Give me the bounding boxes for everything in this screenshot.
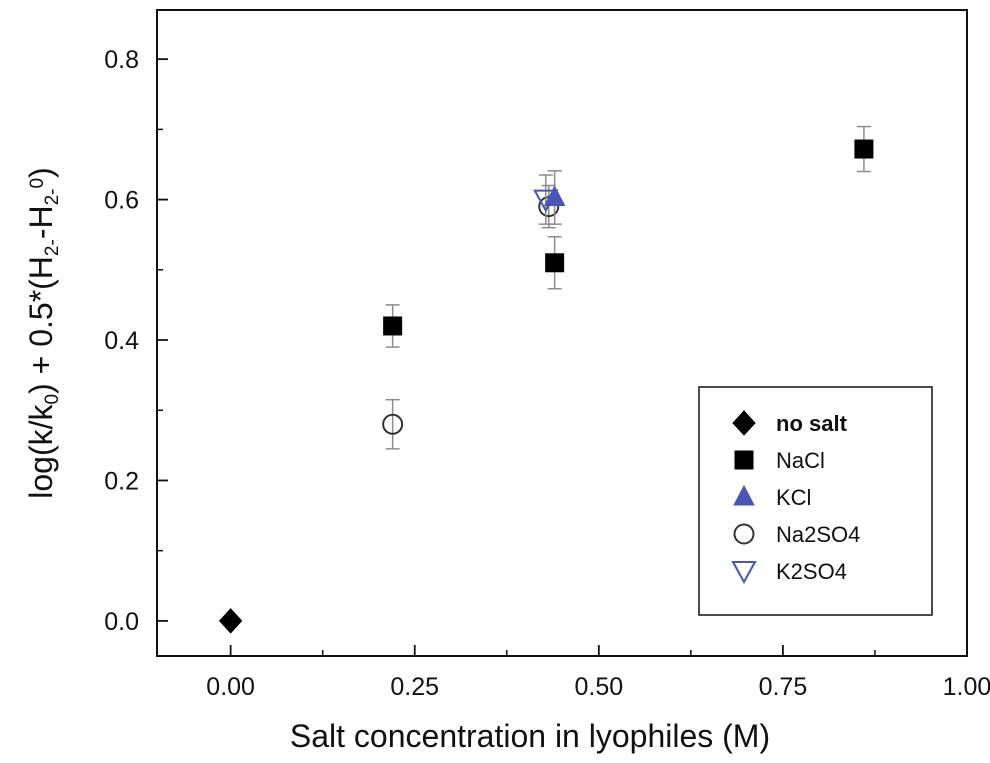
legend-marker-no-salt: [732, 410, 756, 436]
y-axis-title-part: ) + 0.5*(H: [23, 256, 59, 394]
x-tick-label: 0.75: [759, 673, 808, 701]
y-tick-label: 0.8: [104, 46, 139, 74]
legend-label-kcl: KCl: [776, 485, 811, 510]
data-points: [218, 125, 874, 634]
legend-marker-na2so4: [733, 523, 755, 545]
x-axis-title: Salt concentration in lyophiles (M): [290, 718, 770, 754]
legend-label-nacl: NaCl: [776, 448, 825, 473]
point-nacl: [383, 316, 403, 336]
y-axis-title: log(k/k0) + 0.5*(H2--H2-0): [23, 167, 63, 498]
y-axis-title-part: ): [23, 167, 59, 178]
legend-label-no-salt: no salt: [776, 411, 848, 436]
point-nacl: [545, 253, 565, 273]
x-tick-label: 0.00: [206, 673, 255, 701]
legend-marker-nacl: [734, 450, 754, 470]
legend-marker-kcl: [733, 484, 755, 506]
plot-frame: [156, 9, 968, 657]
y-axis-title-part: 0: [27, 178, 48, 189]
y-axis-title-part: -H: [23, 205, 59, 239]
y-axis-title-part: log(k/k: [23, 403, 59, 498]
point-kcl: [543, 185, 566, 206]
y-tick-label: 0.4: [104, 327, 139, 355]
point-na2so4: [382, 413, 404, 435]
legend: no salt NaCl KCl Na2SO4 K2SO4: [698, 386, 933, 616]
legend-label-na2so4: Na2SO4: [776, 522, 860, 547]
y-tick-label: 0.6: [104, 187, 139, 215]
legend-label-k2so4: K2SO4: [776, 559, 847, 584]
y-axis-title-part: 2-: [42, 239, 63, 256]
point-no-salt: [218, 608, 243, 634]
x-tick-label: 0.25: [390, 673, 439, 701]
y-tick-label: 0.0: [104, 608, 139, 636]
y-axis-title-part: 2-: [42, 189, 63, 206]
y-axis-title-part: 0: [42, 394, 63, 405]
axis-ticks: 0.00 0.25 0.50 0.75 1.00 0.0 0.2 0.4 0.6 0.8: [104, 46, 990, 701]
x-tick-label: 0.50: [574, 673, 623, 701]
point-nacl: [854, 139, 874, 159]
x-tick-label: 1.00: [943, 673, 990, 701]
y-tick-label: 0.2: [104, 467, 139, 495]
legend-marker-k2so4: [731, 561, 757, 585]
